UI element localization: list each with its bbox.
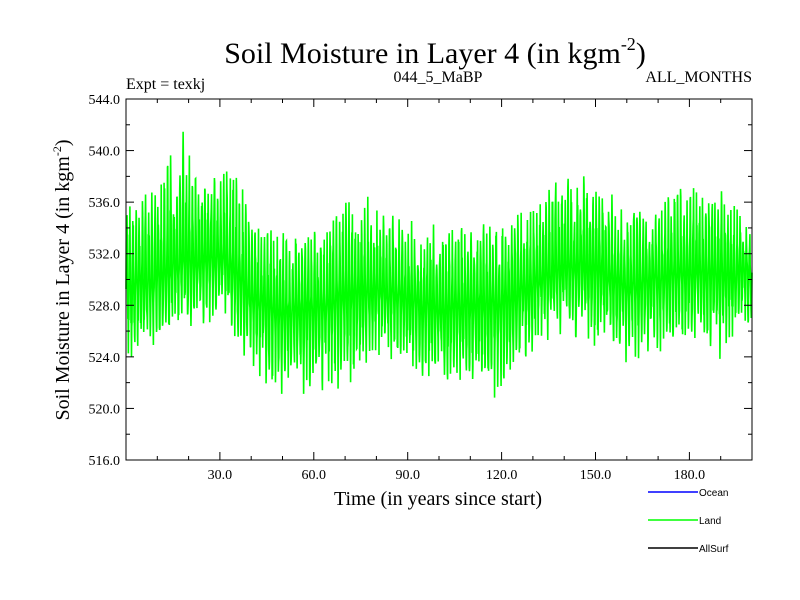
- y-axis-label-superscript: -2: [50, 146, 64, 156]
- chart-title-close: ): [636, 37, 646, 70]
- subtitle-right: ALL_MONTHS: [645, 69, 752, 86]
- x-tick-label: 180.0: [674, 468, 706, 483]
- x-tick-label: 60.0: [302, 468, 327, 483]
- y-tick-label: 536.0: [89, 196, 121, 211]
- chart-title: Soil Moisture in Layer 4 (in kgm-2): [224, 34, 646, 70]
- y-tick-label: 528.0: [89, 299, 121, 314]
- y-axis-ticks: 516.0 520.0 524.0 528.0 532.0 536.0 540.0 544.0: [89, 93, 752, 469]
- legend-label-allsurf: AllSurf: [699, 544, 729, 555]
- x-axis-label: Time (in years since start): [334, 488, 542, 510]
- chart-title-superscript: -2: [621, 34, 636, 54]
- y-axis-label-close: ): [52, 139, 74, 146]
- x-tick-label: 30.0: [208, 468, 233, 483]
- legend: Ocean Land AllSurf: [648, 488, 729, 555]
- x-tick-label: 90.0: [395, 468, 420, 483]
- plot-area: 30.0 60.0 90.0 120.0 150.0 180.0 516.0 520.0 52…: [89, 93, 753, 483]
- y-axis-label: Soil Moisture in Layer 4 (in kgm-2): [50, 139, 74, 420]
- y-tick-label: 544.0: [89, 93, 121, 108]
- y-tick-label: 524.0: [89, 351, 121, 366]
- legend-label-ocean: Ocean: [699, 488, 728, 499]
- legend-label-land: Land: [699, 516, 721, 527]
- x-tick-label: 150.0: [580, 468, 612, 483]
- y-axis-label-text: Soil Moisture in Layer 4 (in kgm: [52, 156, 74, 421]
- y-tick-label: 532.0: [89, 248, 121, 263]
- subtitle-left: Expt = texkj: [126, 76, 205, 93]
- y-tick-label: 516.0: [89, 454, 121, 469]
- y-tick-label: 520.0: [89, 402, 121, 417]
- x-tick-label: 120.0: [486, 468, 518, 483]
- chart-title-text: Soil Moisture in Layer 4 (in kgm: [224, 37, 621, 70]
- series-layer: [125, 131, 753, 398]
- x-axis-ticks: 30.0 60.0 90.0 120.0 150.0 180.0: [156, 99, 722, 483]
- subtitle-center: 044_5_MaBP: [394, 69, 483, 86]
- y-tick-label: 540.0: [89, 145, 121, 160]
- series-line-land: [125, 131, 753, 398]
